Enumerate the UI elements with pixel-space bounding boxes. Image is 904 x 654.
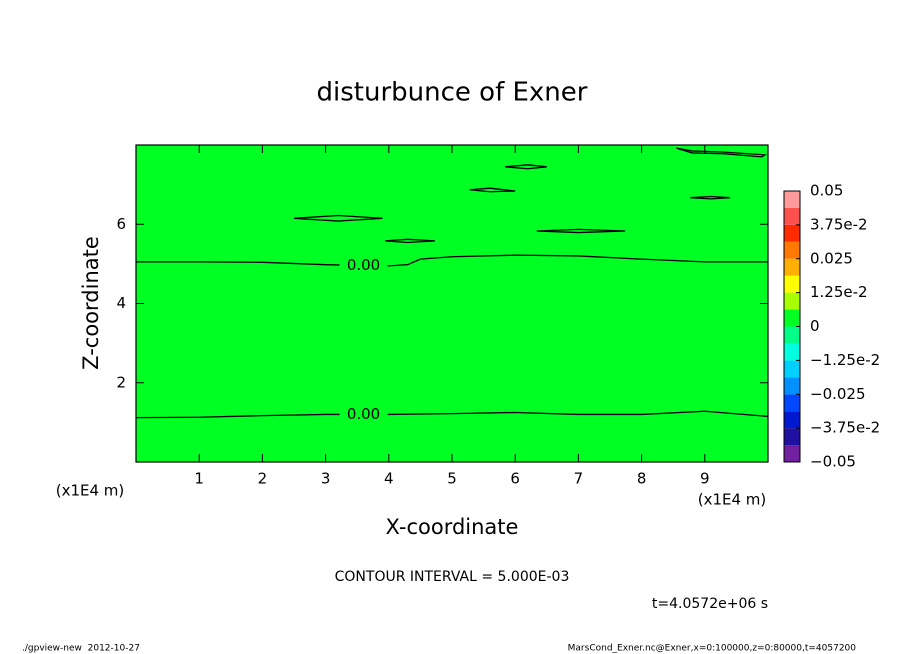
x-tick-label: 6 xyxy=(510,470,520,488)
colorbar-tick-label: −0.025 xyxy=(810,385,866,403)
colorbar-segment xyxy=(784,309,800,327)
colorbar-segment xyxy=(784,275,800,293)
x-axis-label: X-coordinate xyxy=(386,515,519,539)
contour-label: 0.00 xyxy=(347,405,380,423)
colorbar-tick-label: 0.025 xyxy=(810,249,853,267)
colorbar-segment xyxy=(784,428,800,446)
colorbar-segment xyxy=(784,360,800,378)
colorbar-tick-label: −1.25e-2 xyxy=(810,351,880,369)
contour-line xyxy=(690,195,731,200)
x-tick-label: 3 xyxy=(321,470,331,488)
colorbar-segment xyxy=(784,411,800,429)
contour-label-bg xyxy=(339,257,388,274)
y-tick-label: 4 xyxy=(116,294,126,312)
colorbar-segment xyxy=(784,445,800,462)
y-unit: (x1E4 m) xyxy=(56,482,125,500)
x-tick-label: 1 xyxy=(194,470,204,488)
field-fill xyxy=(136,145,768,462)
contour-line xyxy=(135,410,769,419)
contour-line xyxy=(136,254,768,267)
colorbar-tick-label: 0 xyxy=(810,317,820,335)
contour-line xyxy=(505,164,547,170)
time-label: t=4.0572e+06 s xyxy=(652,596,768,612)
contour-label: 0.00 xyxy=(347,256,380,274)
contour-line xyxy=(384,238,435,244)
x-tick-label: 2 xyxy=(258,470,268,488)
x-tick-label: 8 xyxy=(637,470,647,488)
x-tick-label: 5 xyxy=(447,470,457,488)
colorbar-tick-label: 0.05 xyxy=(810,182,843,200)
colorbar-segment xyxy=(784,343,800,361)
colorbar-segment xyxy=(784,224,800,242)
contour-label-bg xyxy=(339,406,388,423)
x-tick-label: 9 xyxy=(700,470,710,488)
colorbar-segment xyxy=(784,241,800,259)
y-tick-label: 2 xyxy=(116,373,126,391)
footer-right: MarsCond_Exner.nc@Exner,x=0:100000,z=0:8… xyxy=(568,644,857,654)
chart-title: disturbunce of Exner xyxy=(317,78,588,108)
contour-interval: CONTOUR INTERVAL = 5.000E-03 xyxy=(335,569,570,585)
colorbar-segment xyxy=(784,292,800,310)
x-tick-label: 7 xyxy=(574,470,584,488)
colorbar-tick-label: −0.05 xyxy=(810,453,856,471)
contour-line xyxy=(293,214,383,222)
colorbar-segment xyxy=(784,258,800,276)
contour-line xyxy=(469,187,516,193)
colorbar-segment xyxy=(784,207,800,225)
y-axis-label: Z-coordinate xyxy=(79,236,103,370)
x-tick-label: 4 xyxy=(384,470,394,488)
contour-line xyxy=(676,147,767,158)
y-tick-label: 6 xyxy=(116,215,126,233)
colorbar-tick-label: 1.25e-2 xyxy=(810,283,868,301)
colorbar-segment xyxy=(784,191,800,208)
colorbar-segment xyxy=(784,326,800,344)
footer-left: ./gpview-new 2012-10-27 xyxy=(22,644,140,654)
colorbar-segment xyxy=(784,377,800,395)
colorbar-segment xyxy=(784,394,800,412)
colorbar-tick-label: −3.75e-2 xyxy=(810,419,880,437)
colorbar-tick-label: 3.75e-2 xyxy=(810,215,868,233)
contour-line xyxy=(536,228,626,234)
x-unit: (x1E4 m) xyxy=(698,491,767,509)
